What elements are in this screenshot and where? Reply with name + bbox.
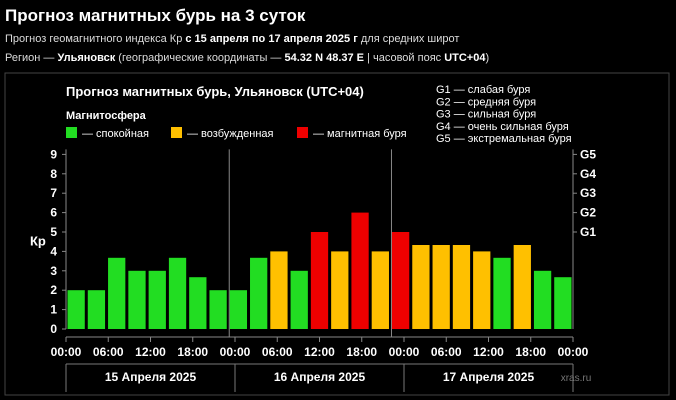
kp-bar bbox=[391, 232, 410, 329]
x-tick-label: 18:00 bbox=[515, 345, 546, 359]
x-tick-label: 12:00 bbox=[473, 345, 504, 359]
watermark: xras.ru bbox=[561, 373, 592, 384]
x-tick-label: 00:00 bbox=[558, 345, 589, 359]
y-tick-label: 0 bbox=[50, 322, 57, 336]
period-dates: с 15 апреля по 17 апреля 2025 г bbox=[185, 33, 358, 45]
g-tick-label: G1 bbox=[580, 225, 596, 239]
kp-bar bbox=[189, 277, 207, 329]
kp-bar bbox=[371, 251, 389, 329]
x-tick-label: 00:00 bbox=[220, 345, 251, 359]
kp-bar bbox=[452, 244, 471, 329]
kp-bar bbox=[270, 251, 288, 329]
x-tick-label: 18:00 bbox=[346, 345, 377, 359]
storm-legend-item: G1 — слабая буря bbox=[436, 84, 530, 96]
period-prefix: Прогноз геомагнитного индекса Кр bbox=[5, 33, 186, 45]
chart-title: Прогноз магнитных бурь, Ульяновск (UTC+0… bbox=[66, 84, 364, 99]
storm-legend-item: G2 — средняя буря bbox=[436, 96, 536, 108]
legend-label: — спокойная bbox=[82, 128, 149, 140]
x-tick-label: 18:00 bbox=[177, 345, 208, 359]
y-tick-label: 7 bbox=[50, 186, 57, 200]
region-coords: 54.32 N 48.37 E bbox=[284, 52, 365, 64]
region-name: Ульяновск bbox=[57, 52, 116, 64]
kp-bar bbox=[493, 257, 511, 329]
legend-label: — возбужденная bbox=[187, 128, 274, 140]
x-tick-label: 00:00 bbox=[51, 345, 82, 359]
y-tick-label: 4 bbox=[50, 244, 57, 258]
kp-bar bbox=[128, 270, 146, 329]
g-tick-label: G2 bbox=[580, 206, 596, 220]
kp-bar bbox=[67, 290, 85, 329]
x-tick-label: 06:00 bbox=[431, 345, 462, 359]
y-tick-label: 6 bbox=[50, 206, 57, 220]
y-axis-label: Кр bbox=[30, 234, 46, 249]
x-tick-label: 00:00 bbox=[389, 345, 420, 359]
forecast-period-line: Прогноз геомагнитного индекса Кр с 15 ап… bbox=[5, 33, 459, 45]
period-suffix: для средних широт bbox=[357, 33, 460, 45]
legend-title: Магнитосфера bbox=[66, 110, 147, 122]
region-suffix: ) bbox=[485, 52, 490, 64]
day-label: 17 Апреля 2025 bbox=[443, 370, 535, 384]
kp-bar bbox=[554, 277, 572, 329]
kp-bar bbox=[250, 257, 268, 329]
y-tick-label: 5 bbox=[50, 225, 57, 239]
region-line: Регион — Ульяновск (географические коорд… bbox=[5, 52, 489, 64]
y-tick-label: 9 bbox=[50, 147, 57, 161]
g-tick-label: G5 bbox=[580, 147, 596, 161]
kp-bar bbox=[168, 257, 187, 329]
x-tick-label: 06:00 bbox=[262, 345, 293, 359]
storm-legend-item: G5 — экстремальная буря bbox=[436, 133, 572, 145]
region-tz: UTC+04 bbox=[444, 52, 486, 64]
legend-label: — магнитная буря bbox=[313, 128, 407, 140]
kp-bar bbox=[87, 290, 106, 329]
kp-bar bbox=[290, 270, 308, 329]
kp-bar bbox=[148, 270, 166, 329]
chart-panel bbox=[4, 72, 670, 396]
g-tick-label: G4 bbox=[580, 167, 596, 181]
legend-swatch bbox=[66, 127, 77, 138]
kp-bar bbox=[331, 251, 349, 329]
storm-legend-item: G4 — очень сильная буря bbox=[436, 121, 569, 133]
kp-bar bbox=[351, 212, 369, 329]
region-mid2: | часовой пояс bbox=[364, 52, 445, 64]
day-label: 15 Апреля 2025 bbox=[105, 370, 197, 384]
kp-bar bbox=[533, 270, 552, 329]
x-tick-label: 12:00 bbox=[135, 345, 166, 359]
g-tick-label: G3 bbox=[580, 186, 596, 200]
y-tick-label: 2 bbox=[50, 283, 57, 297]
x-tick-label: 06:00 bbox=[93, 345, 124, 359]
kp-bar bbox=[412, 244, 430, 329]
kp-bar bbox=[513, 244, 531, 329]
kp-bar bbox=[229, 290, 248, 329]
region-prefix: Регион — bbox=[5, 52, 58, 64]
y-tick-label: 1 bbox=[50, 303, 57, 317]
y-tick-label: 3 bbox=[50, 264, 57, 278]
y-tick-label: 8 bbox=[50, 167, 57, 181]
kp-bar bbox=[108, 257, 126, 329]
storm-legend-item: G3 — сильная буря bbox=[436, 109, 536, 121]
x-tick-label: 12:00 bbox=[304, 345, 335, 359]
day-label: 16 Апреля 2025 bbox=[274, 370, 366, 384]
kp-bar bbox=[209, 290, 227, 329]
region-mid: (географические координаты — bbox=[115, 52, 285, 64]
page-title: Прогноз магнитных бурь на 3 суток bbox=[5, 6, 306, 25]
kp-bar bbox=[473, 251, 491, 329]
kp-bar bbox=[310, 232, 329, 329]
legend-swatch bbox=[297, 127, 308, 138]
legend-swatch bbox=[171, 127, 182, 138]
kp-bar bbox=[432, 244, 450, 329]
